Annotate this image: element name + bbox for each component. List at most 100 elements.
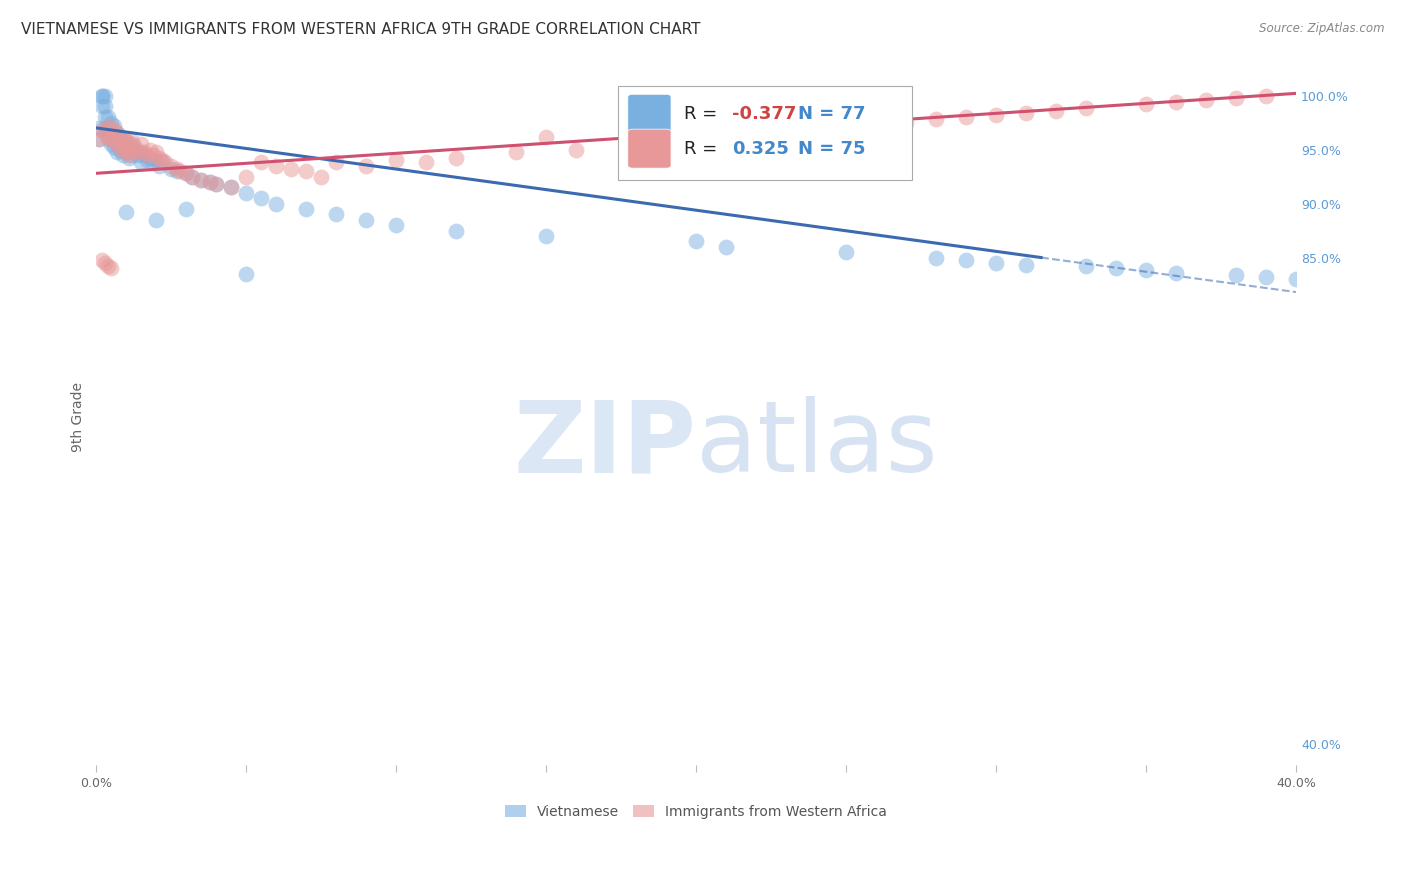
Point xyxy=(1105,261,1128,276)
Point xyxy=(955,110,977,124)
Point xyxy=(160,159,183,173)
Point xyxy=(385,218,408,232)
Point xyxy=(190,173,212,187)
Point xyxy=(685,132,707,146)
Text: R =: R = xyxy=(685,104,723,123)
Point xyxy=(97,119,120,133)
Point xyxy=(145,153,167,168)
Point xyxy=(745,126,768,140)
Point xyxy=(105,137,128,152)
Point xyxy=(166,164,188,178)
Text: N = 75: N = 75 xyxy=(799,140,866,158)
Point xyxy=(121,145,143,159)
Point xyxy=(1015,105,1038,120)
Point xyxy=(103,134,125,148)
Point xyxy=(142,155,165,169)
Point xyxy=(110,140,132,154)
Point xyxy=(94,88,117,103)
Point xyxy=(536,228,558,243)
Point xyxy=(139,143,162,157)
Point xyxy=(235,186,257,200)
Point xyxy=(94,120,117,135)
Point xyxy=(115,134,138,148)
Point xyxy=(91,88,114,103)
Point xyxy=(91,123,114,137)
Point xyxy=(221,180,243,194)
Point xyxy=(565,143,588,157)
Point xyxy=(536,129,558,144)
Point xyxy=(1285,272,1308,286)
Point xyxy=(1074,259,1097,273)
Point xyxy=(150,155,173,169)
Point xyxy=(115,145,138,159)
FancyBboxPatch shape xyxy=(628,95,671,133)
Point xyxy=(91,252,114,267)
Point xyxy=(190,173,212,187)
Point xyxy=(115,134,138,148)
Legend: Vietnamese, Immigrants from Western Africa: Vietnamese, Immigrants from Western Afri… xyxy=(499,799,893,824)
Point xyxy=(295,164,318,178)
Point xyxy=(626,140,648,154)
Point xyxy=(91,99,114,113)
Point xyxy=(145,145,167,159)
Point xyxy=(121,134,143,148)
Point xyxy=(103,123,125,137)
Point xyxy=(112,137,135,152)
Point xyxy=(105,137,128,152)
Point xyxy=(124,143,146,157)
Point xyxy=(110,129,132,144)
Point xyxy=(716,240,738,254)
Point xyxy=(121,137,143,152)
Point xyxy=(134,148,156,162)
Point xyxy=(97,132,120,146)
Point xyxy=(115,145,138,159)
Text: N = 77: N = 77 xyxy=(799,104,866,123)
Point xyxy=(835,119,858,133)
Point xyxy=(176,202,198,216)
Point xyxy=(100,126,122,140)
Point xyxy=(295,202,318,216)
Point xyxy=(100,261,122,276)
Point xyxy=(176,166,198,180)
Point xyxy=(97,110,120,124)
Point xyxy=(131,137,153,152)
Point xyxy=(325,155,347,169)
Point xyxy=(200,175,222,189)
Point xyxy=(685,235,707,249)
Point xyxy=(145,212,167,227)
Point xyxy=(1225,268,1247,282)
Point xyxy=(250,155,273,169)
Point xyxy=(385,153,408,168)
Point xyxy=(925,251,948,265)
Point xyxy=(325,207,347,221)
Point xyxy=(155,155,177,169)
Point xyxy=(110,143,132,157)
Point xyxy=(112,143,135,157)
Point xyxy=(131,155,153,169)
Point xyxy=(105,126,128,140)
Point xyxy=(280,161,302,176)
Point xyxy=(356,159,378,173)
Point xyxy=(94,99,117,113)
Point xyxy=(131,145,153,159)
Point xyxy=(150,153,173,168)
Point xyxy=(97,120,120,135)
Point xyxy=(112,148,135,162)
Point xyxy=(89,120,111,135)
Point xyxy=(100,132,122,146)
Point xyxy=(89,132,111,146)
Point xyxy=(200,175,222,189)
Point xyxy=(121,148,143,162)
Point xyxy=(103,119,125,133)
Text: ZIP: ZIP xyxy=(513,396,696,493)
Point xyxy=(94,126,117,140)
Point xyxy=(127,145,149,159)
Point xyxy=(1254,270,1277,285)
Point xyxy=(446,151,468,165)
Point xyxy=(136,148,159,162)
Point xyxy=(103,140,125,154)
Point xyxy=(1015,258,1038,272)
Point xyxy=(221,180,243,194)
Point xyxy=(356,212,378,227)
Point xyxy=(91,88,114,103)
